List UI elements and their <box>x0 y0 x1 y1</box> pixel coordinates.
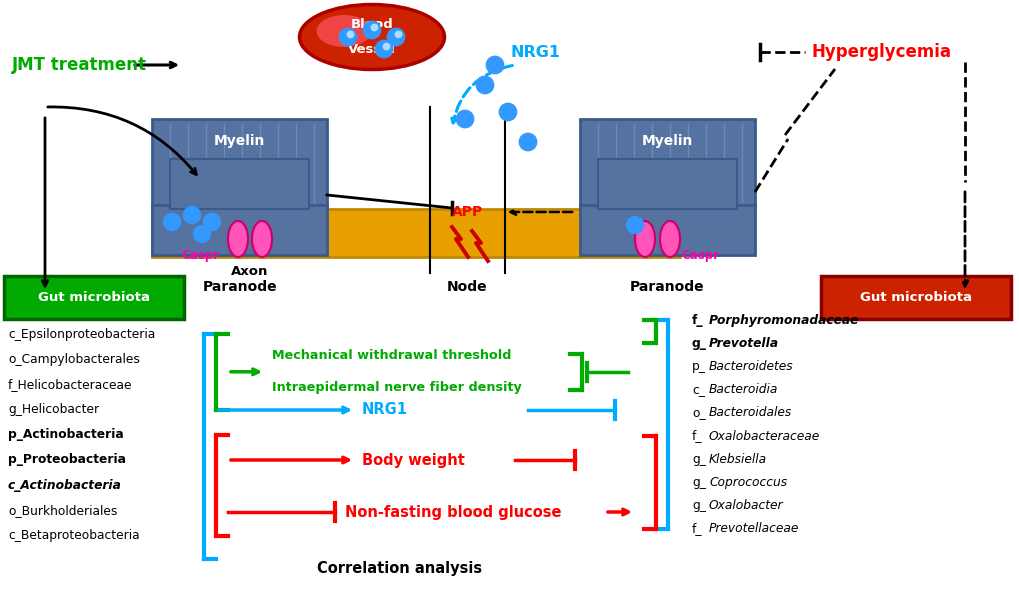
Text: g_: g_ <box>691 476 705 489</box>
Text: Caspr: Caspr <box>681 248 718 262</box>
Text: o_: o_ <box>691 406 705 419</box>
Circle shape <box>346 32 354 38</box>
Circle shape <box>499 103 517 121</box>
Ellipse shape <box>228 221 248 257</box>
Text: g_: g_ <box>691 337 706 350</box>
Circle shape <box>387 29 405 46</box>
Circle shape <box>395 32 401 38</box>
FancyBboxPatch shape <box>580 119 754 207</box>
Text: c_Epsilonproteobacteria: c_Epsilonproteobacteria <box>8 328 155 341</box>
Text: Mechanical withdrawal threshold: Mechanical withdrawal threshold <box>272 349 511 362</box>
FancyBboxPatch shape <box>597 159 737 209</box>
Text: Bacteroidales: Bacteroidales <box>708 406 792 419</box>
Text: Blood: Blood <box>351 18 393 32</box>
Text: Prevotella: Prevotella <box>708 337 779 350</box>
Text: Hyperglycemia: Hyperglycemia <box>811 43 951 61</box>
Text: Non-fasting blood glucose: Non-fasting blood glucose <box>344 504 560 520</box>
Text: Correlation analysis: Correlation analysis <box>317 561 482 577</box>
Text: Klebsiella: Klebsiella <box>708 453 766 466</box>
Text: f_: f_ <box>691 430 702 443</box>
Text: Paranode: Paranode <box>203 280 277 294</box>
Circle shape <box>455 110 473 127</box>
Text: NRG1: NRG1 <box>510 44 559 59</box>
Text: Coprococcus: Coprococcus <box>708 476 787 489</box>
Text: Gut microbiota: Gut microbiota <box>859 291 971 304</box>
Ellipse shape <box>300 4 444 69</box>
Text: APP: APP <box>452 205 483 219</box>
Circle shape <box>183 206 201 223</box>
Text: Intraepidermal nerve fiber density: Intraepidermal nerve fiber density <box>272 381 522 395</box>
Text: g_: g_ <box>691 499 705 512</box>
Circle shape <box>339 29 357 46</box>
Text: f_: f_ <box>691 522 702 535</box>
Circle shape <box>383 43 389 50</box>
Text: f_Helicobacteraceae: f_Helicobacteraceae <box>8 378 132 391</box>
Circle shape <box>476 76 493 93</box>
Text: c_Betaproteobacteria: c_Betaproteobacteria <box>8 529 140 542</box>
Text: Caspr: Caspr <box>180 248 219 262</box>
Circle shape <box>519 134 536 151</box>
Text: Node: Node <box>446 280 487 294</box>
Circle shape <box>371 24 377 31</box>
FancyBboxPatch shape <box>152 205 327 255</box>
Circle shape <box>375 40 392 58</box>
Text: NRG1: NRG1 <box>362 402 408 418</box>
Circle shape <box>626 217 643 234</box>
Text: Myelin: Myelin <box>641 134 693 148</box>
Circle shape <box>163 214 180 231</box>
Text: c_Actinobacteria: c_Actinobacteria <box>8 479 121 492</box>
Text: Oxalobacter: Oxalobacter <box>708 499 783 512</box>
Text: c_: c_ <box>691 383 704 396</box>
Text: p_Proteobacteria: p_Proteobacteria <box>8 453 126 467</box>
Ellipse shape <box>635 221 654 257</box>
Text: f_: f_ <box>691 313 703 327</box>
FancyBboxPatch shape <box>820 276 1010 319</box>
Ellipse shape <box>252 221 272 257</box>
FancyBboxPatch shape <box>152 209 680 257</box>
Text: Prevotellaceae: Prevotellaceae <box>708 522 799 535</box>
Text: o_Burkholderiales: o_Burkholderiales <box>8 504 117 517</box>
Text: Bacteroidetes: Bacteroidetes <box>708 360 793 373</box>
Text: JMT treatment: JMT treatment <box>12 56 147 74</box>
Circle shape <box>363 21 380 39</box>
FancyBboxPatch shape <box>4 276 183 319</box>
Text: p_Actinobacteria: p_Actinobacteria <box>8 429 123 441</box>
Text: o_Campylobacterales: o_Campylobacterales <box>8 353 140 365</box>
FancyBboxPatch shape <box>170 159 309 209</box>
Ellipse shape <box>316 15 371 47</box>
Text: Axon: Axon <box>231 265 268 277</box>
Circle shape <box>486 56 503 73</box>
Text: g_Helicobacter: g_Helicobacter <box>8 403 99 416</box>
Text: Body weight: Body weight <box>362 452 465 467</box>
Text: Vessel: Vessel <box>347 42 395 55</box>
Text: Myelin: Myelin <box>214 134 265 148</box>
FancyBboxPatch shape <box>580 205 754 255</box>
Text: Paranode: Paranode <box>629 280 704 294</box>
Text: Gut microbiota: Gut microbiota <box>38 291 150 304</box>
Text: Bacteroidia: Bacteroidia <box>708 383 777 396</box>
Text: g_: g_ <box>691 453 705 466</box>
Text: Porphyromonadaceae: Porphyromonadaceae <box>708 313 859 327</box>
Circle shape <box>194 225 210 243</box>
Text: p_: p_ <box>691 360 705 373</box>
Ellipse shape <box>659 221 680 257</box>
Text: Oxalobacteraceae: Oxalobacteraceae <box>708 430 819 443</box>
FancyBboxPatch shape <box>152 119 327 207</box>
Circle shape <box>204 214 220 231</box>
